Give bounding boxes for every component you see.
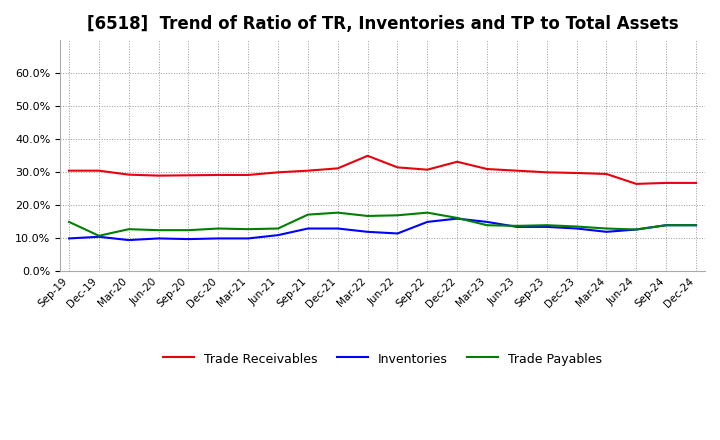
Trade Receivables: [333, 166, 342, 171]
Trade Receivables: [274, 170, 282, 175]
Trade Payables: [453, 215, 462, 220]
Trade Payables: [513, 223, 521, 228]
Inventories: [184, 236, 193, 242]
Trade Receivables: [214, 172, 222, 178]
Inventories: [65, 236, 73, 241]
Inventories: [662, 223, 670, 228]
Trade Receivables: [602, 171, 611, 176]
Trade Receivables: [453, 159, 462, 165]
Trade Receivables: [304, 168, 312, 173]
Trade Receivables: [423, 167, 432, 172]
Inventories: [364, 229, 372, 235]
Inventories: [274, 232, 282, 238]
Trade Payables: [244, 227, 253, 232]
Line: Trade Payables: Trade Payables: [69, 213, 696, 236]
Trade Receivables: [482, 166, 491, 172]
Trade Payables: [662, 223, 670, 228]
Trade Receivables: [364, 153, 372, 158]
Trade Payables: [154, 227, 163, 233]
Trade Payables: [304, 212, 312, 217]
Trade Payables: [602, 226, 611, 231]
Trade Receivables: [542, 170, 551, 175]
Inventories: [692, 223, 701, 228]
Inventories: [513, 224, 521, 230]
Trade Payables: [393, 213, 402, 218]
Trade Receivables: [632, 181, 641, 187]
Trade Receivables: [572, 170, 581, 176]
Inventories: [214, 236, 222, 241]
Trade Receivables: [513, 168, 521, 173]
Trade Payables: [482, 223, 491, 228]
Inventories: [94, 234, 103, 239]
Trade Payables: [423, 210, 432, 215]
Inventories: [333, 226, 342, 231]
Trade Receivables: [65, 168, 73, 173]
Inventories: [244, 236, 253, 241]
Trade Payables: [214, 226, 222, 231]
Legend: Trade Receivables, Inventories, Trade Payables: Trade Receivables, Inventories, Trade Pa…: [158, 347, 607, 371]
Inventories: [423, 219, 432, 224]
Trade Receivables: [244, 172, 253, 178]
Trade Receivables: [125, 172, 133, 177]
Trade Receivables: [692, 180, 701, 186]
Line: Trade Receivables: Trade Receivables: [69, 156, 696, 184]
Trade Payables: [184, 227, 193, 233]
Inventories: [482, 219, 491, 224]
Inventories: [453, 216, 462, 221]
Inventories: [125, 238, 133, 243]
Inventories: [542, 224, 551, 230]
Trade Payables: [125, 227, 133, 232]
Trade Payables: [274, 226, 282, 231]
Trade Payables: [364, 213, 372, 219]
Trade Payables: [65, 219, 73, 224]
Inventories: [632, 227, 641, 232]
Trade Payables: [94, 233, 103, 238]
Trade Receivables: [393, 165, 402, 170]
Trade Receivables: [184, 172, 193, 178]
Inventories: [572, 226, 581, 231]
Trade Payables: [632, 227, 641, 232]
Inventories: [304, 226, 312, 231]
Title: [6518]  Trend of Ratio of TR, Inventories and TP to Total Assets: [6518] Trend of Ratio of TR, Inventories…: [86, 15, 678, 33]
Trade Payables: [572, 224, 581, 229]
Inventories: [393, 231, 402, 236]
Line: Inventories: Inventories: [69, 219, 696, 240]
Trade Receivables: [154, 173, 163, 178]
Trade Receivables: [662, 180, 670, 186]
Inventories: [154, 236, 163, 241]
Trade Payables: [692, 223, 701, 228]
Inventories: [602, 229, 611, 235]
Trade Payables: [333, 210, 342, 215]
Trade Payables: [542, 223, 551, 228]
Trade Receivables: [94, 168, 103, 173]
